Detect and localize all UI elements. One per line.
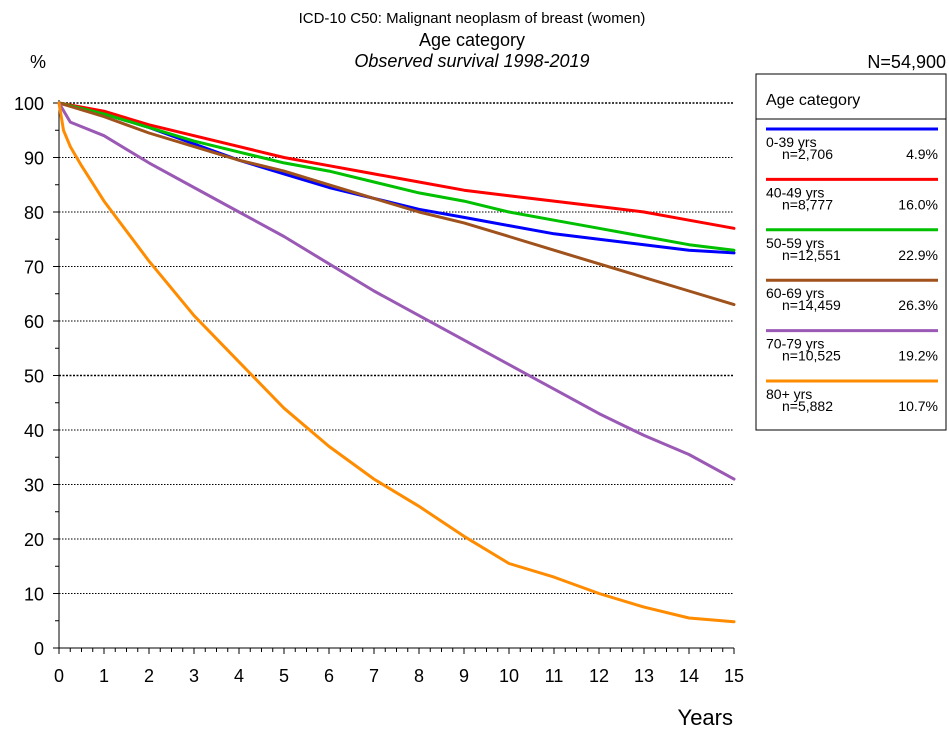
y-tick-label: 10: [24, 585, 44, 605]
y-axis-label: %: [30, 52, 46, 72]
x-tick-label: 1: [99, 666, 109, 686]
legend-label: 60-69 yrs: [766, 285, 824, 301]
legend-percent: 26.3%: [898, 297, 938, 313]
x-tick-label: 4: [234, 666, 244, 686]
x-tick-label: 7: [369, 666, 379, 686]
legend-count: n=10,525: [782, 348, 841, 364]
legend-count: n=12,551: [782, 247, 841, 263]
x-tick-label: 8: [414, 666, 424, 686]
y-tick-label: 40: [24, 421, 44, 441]
y-tick-label: 20: [24, 530, 44, 550]
x-tick-label: 3: [189, 666, 199, 686]
x-tick-label: 10: [499, 666, 519, 686]
x-tick-label: 6: [324, 666, 334, 686]
y-tick-label: 90: [24, 149, 44, 169]
legend-percent: 4.9%: [906, 146, 938, 162]
x-tick-label: 0: [54, 666, 64, 686]
legend-label: 40-49 yrs: [766, 184, 824, 200]
y-tick-label: 60: [24, 312, 44, 332]
y-tick-label: 50: [24, 367, 44, 387]
legend-count: n=8,777: [782, 196, 833, 212]
legend-count: n=2,706: [782, 146, 833, 162]
x-tick-label: 11: [545, 666, 564, 686]
series-line-4: [57, 101, 736, 307]
y-tick-label: 70: [24, 258, 44, 278]
x-tick-label: 12: [589, 666, 609, 686]
total-count: N=54,900: [867, 52, 946, 72]
y-tick-label: 0: [34, 639, 44, 659]
legend-count: n=14,459: [782, 297, 841, 313]
tick-marks: [53, 102, 735, 654]
legend-label: 70-79 yrs: [766, 336, 824, 352]
legend-title: Age category: [766, 92, 860, 109]
grid-lines: [59, 102, 734, 594]
y-tick-label: 30: [24, 476, 44, 496]
x-tick-labels: 0 1 2 3 4 5 6 7 8 9 10 11 12 13 14 15: [54, 666, 744, 686]
legend-label: 0-39 yrs: [766, 134, 817, 150]
axes: [58, 100, 734, 649]
x-tick-label: 15: [724, 666, 744, 686]
legend-percent: 16.0%: [898, 196, 938, 212]
legend-percent: 22.9%: [898, 247, 938, 263]
legend-count: n=5,882: [782, 398, 833, 414]
y-tick-labels: 0 10 20 30 40 50 60 70 80 90 100: [14, 94, 44, 659]
series-line-6: [57, 101, 736, 624]
series-line-2: [57, 101, 736, 230]
legend-percent: 19.2%: [898, 348, 938, 364]
legend-percent: 10.7%: [898, 398, 938, 414]
series-line-3: [57, 101, 736, 252]
chart-title: ICD-10 C50: Malignant neoplasm of breast…: [299, 10, 646, 27]
x-tick-label: 13: [634, 666, 654, 686]
y-tick-label: 80: [24, 203, 44, 223]
x-tick-label: 2: [144, 666, 154, 686]
x-tick-label: 5: [279, 666, 289, 686]
x-axis-label: Years: [678, 705, 733, 730]
series-lines: [57, 101, 736, 624]
chart-subtitle-period: Observed survival 1998-2019: [354, 51, 589, 71]
chart-subtitle: Age category: [419, 30, 525, 50]
series-line-5: [57, 101, 736, 481]
legend-label: 80+ yrs: [766, 386, 812, 402]
x-tick-label: 9: [459, 666, 469, 686]
y-tick-label: 100: [14, 94, 44, 114]
legend-label: 50-59 yrs: [766, 235, 824, 251]
x-tick-label: 14: [679, 666, 699, 686]
legend-box: [755, 73, 947, 431]
